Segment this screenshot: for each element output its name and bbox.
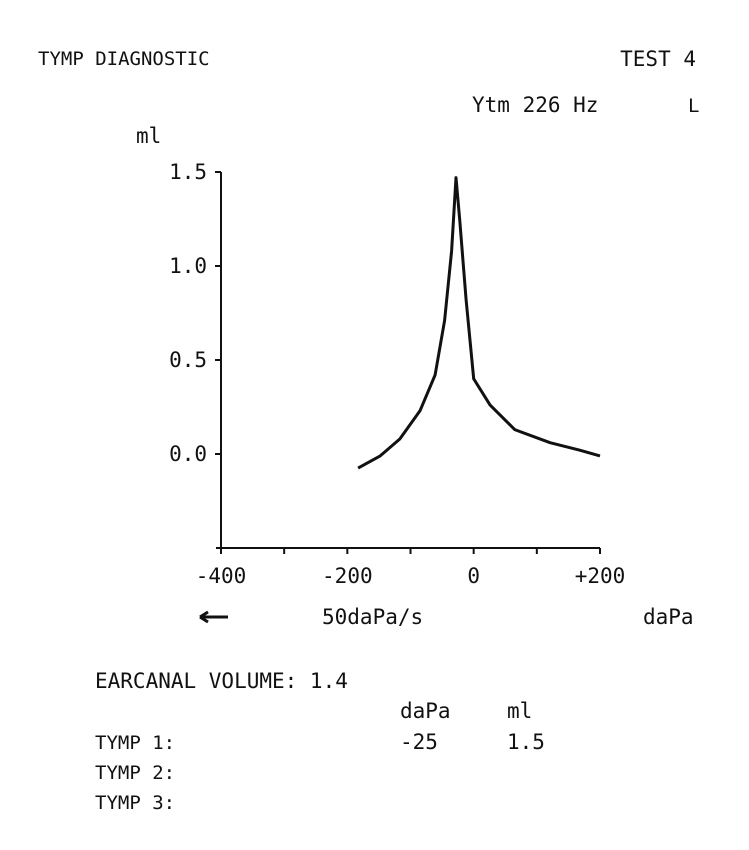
row-label: TYMP 2: xyxy=(95,762,175,784)
test-number: TEST 4 xyxy=(620,47,696,71)
earcanal-volume: EARCANAL VOLUME: 1.4 xyxy=(95,669,348,693)
probe-info: Ytm 226 Hz xyxy=(472,93,598,117)
tympanogram-curve xyxy=(357,176,601,470)
row-value: 1.5 xyxy=(507,730,545,754)
ear-side: L xyxy=(688,95,699,117)
column-header: ml xyxy=(507,699,532,723)
title: TYMP DIAGNOSTIC xyxy=(38,48,210,70)
y-tick-label: 0.5 xyxy=(169,348,207,372)
x-tick-label: 0 xyxy=(467,564,480,588)
direction-arrow xyxy=(199,610,228,624)
x-axis-label: daPa xyxy=(643,605,694,629)
y-tick-label: 1.5 xyxy=(169,160,207,184)
x-tick-label: +200 xyxy=(575,564,626,588)
x-tick-label: -200 xyxy=(322,564,373,588)
column-header: daPa xyxy=(400,699,451,723)
y-axis-label: ml xyxy=(136,124,161,148)
row-label: TYMP 3: xyxy=(95,792,175,814)
row-value: -25 xyxy=(400,730,438,754)
x-tick-label: -400 xyxy=(196,564,247,588)
y-tick-label: 0.0 xyxy=(169,442,207,466)
y-tick-label: 1.0 xyxy=(169,254,207,278)
sweep-rate: 50daPa/s xyxy=(322,605,423,629)
row-label: TYMP 1: xyxy=(95,732,175,754)
